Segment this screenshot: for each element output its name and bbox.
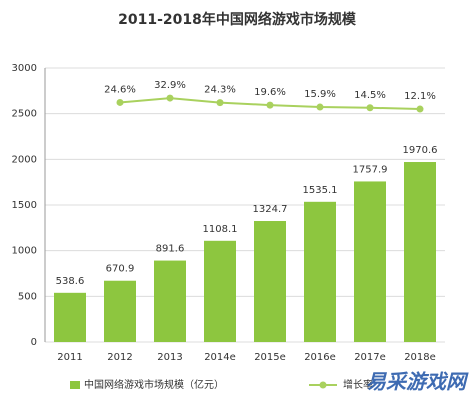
bar-value-label: 1535.1 xyxy=(303,185,338,196)
legend-label: 中国网络游戏市场规模（亿元） xyxy=(84,378,224,391)
line-value-label: 15.9% xyxy=(304,89,336,100)
y-tick-label: 3000 xyxy=(12,63,37,74)
line-marker xyxy=(316,103,324,111)
watermark: 易采游戏网 xyxy=(366,370,469,394)
y-tick-label: 1000 xyxy=(12,246,37,257)
line-value-label: 12.1% xyxy=(404,91,436,102)
bar-value-label: 1108.1 xyxy=(203,224,238,235)
line-value-label: 19.6% xyxy=(254,87,286,98)
x-tick-label: 2015e xyxy=(254,352,286,363)
legend-swatch xyxy=(70,381,80,389)
y-tick-label: 0 xyxy=(31,337,37,348)
line-marker xyxy=(266,101,274,109)
line-value-label: 24.6% xyxy=(104,84,136,95)
x-tick-label: 2011 xyxy=(57,352,82,363)
legend-label: 增长率 xyxy=(343,378,373,391)
y-tick-label: 2000 xyxy=(12,154,37,165)
bar xyxy=(304,201,336,342)
bar xyxy=(404,162,436,342)
line-marker xyxy=(366,104,374,112)
y-tick-label: 500 xyxy=(18,291,37,302)
chart-title: 2011-2018年中国网络游戏市场规模 xyxy=(118,11,357,28)
x-tick-label: 2018e xyxy=(404,352,436,363)
bar xyxy=(54,292,86,342)
line-marker xyxy=(166,94,174,102)
x-tick-label: 2014e xyxy=(204,352,236,363)
line-marker xyxy=(416,105,424,113)
bar-value-label: 670.9 xyxy=(106,264,135,275)
bar xyxy=(204,240,236,342)
x-tick-label: 2016e xyxy=(304,352,336,363)
bar-value-label: 891.6 xyxy=(156,244,185,255)
y-tick-label: 2500 xyxy=(12,109,37,120)
x-tick-label: 2012 xyxy=(107,352,132,363)
bar xyxy=(254,221,286,342)
bar xyxy=(354,181,386,342)
bar-value-label: 1970.6 xyxy=(403,145,438,156)
legend-swatch xyxy=(319,381,327,389)
bar-value-label: 1757.9 xyxy=(353,164,388,175)
bar-value-label: 538.6 xyxy=(56,276,85,287)
bar xyxy=(154,260,186,342)
line-marker xyxy=(216,99,224,107)
bar-value-label: 1324.7 xyxy=(253,204,288,215)
line-value-label: 24.3% xyxy=(204,85,236,96)
bar xyxy=(104,280,136,342)
x-tick-label: 2013 xyxy=(157,352,182,363)
y-tick-label: 1500 xyxy=(12,200,37,211)
line-value-label: 32.9% xyxy=(154,80,186,91)
line-marker xyxy=(116,98,124,106)
x-tick-label: 2017e xyxy=(354,352,386,363)
line-value-label: 14.5% xyxy=(354,90,386,101)
